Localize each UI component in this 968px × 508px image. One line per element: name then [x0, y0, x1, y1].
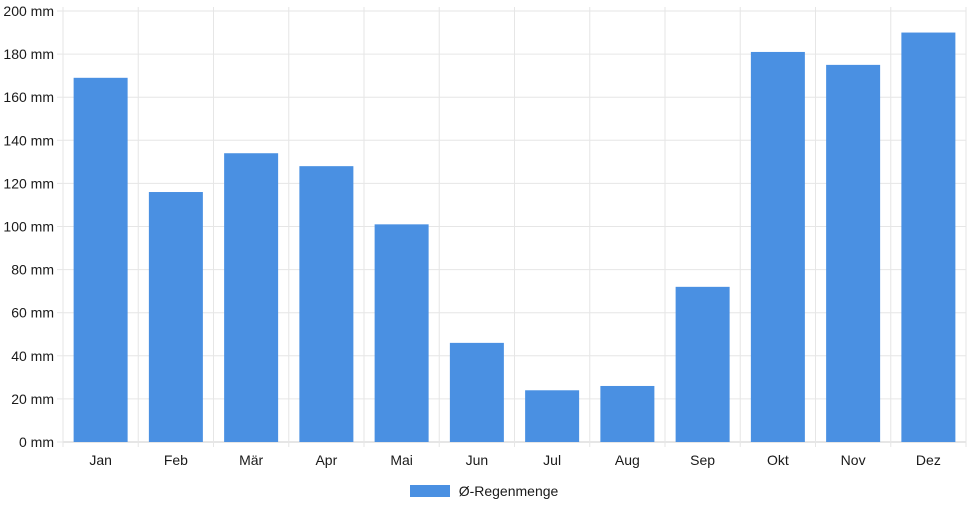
legend-swatch	[409, 485, 450, 497]
bar-jul[interactable]	[525, 390, 580, 442]
y-axis-label: 100 mm	[3, 219, 54, 235]
bar-jan[interactable]	[73, 77, 128, 443]
bar-aug[interactable]	[600, 385, 655, 442]
x-axis-label: Sep	[690, 452, 715, 468]
bar-nov[interactable]	[826, 64, 881, 442]
bar-mai[interactable]	[374, 224, 429, 442]
y-axis-label: 140 mm	[3, 132, 54, 148]
y-axis-label: 200 mm	[3, 3, 54, 19]
y-axis-label: 80 mm	[11, 262, 54, 278]
x-axis-label: Jan	[89, 452, 112, 468]
bar-mär[interactable]	[224, 153, 279, 443]
x-axis-label: Mai	[390, 452, 413, 468]
x-axis-label: Jul	[543, 452, 561, 468]
y-axis-label: 160 mm	[3, 89, 54, 105]
bar-okt[interactable]	[750, 51, 805, 442]
y-axis-label: 180 mm	[3, 46, 54, 62]
y-axis-label: 40 mm	[11, 348, 54, 364]
x-axis-label: Dez	[916, 452, 941, 468]
legend-item-regenmenge[interactable]: Ø-Regenmenge	[0, 480, 968, 502]
x-axis-label: Nov	[841, 452, 866, 468]
x-axis-label: Mär	[239, 452, 263, 468]
bar-jun[interactable]	[449, 342, 504, 442]
bar-feb[interactable]	[148, 192, 203, 442]
x-axis-label: Feb	[164, 452, 188, 468]
y-axis-label: 60 mm	[11, 305, 54, 321]
x-axis-label: Apr	[315, 452, 337, 468]
bar-sep[interactable]	[675, 286, 730, 442]
x-axis-label: Aug	[615, 452, 640, 468]
bar-apr[interactable]	[299, 166, 354, 442]
x-axis-label: Jun	[466, 452, 489, 468]
y-axis-label: 120 mm	[3, 175, 54, 191]
x-axis-label: Okt	[767, 452, 789, 468]
legend-label: Ø-Regenmenge	[458, 483, 559, 499]
plot-area: 0 mm 20 mm 40 mm 60 mm 80 mm 100 mm 120 mm 140 …	[3, 3, 967, 468]
y-axis-label: 0 mm	[19, 434, 54, 450]
bar-dez[interactable]	[901, 32, 956, 443]
y-axis-label: 20 mm	[11, 391, 54, 407]
